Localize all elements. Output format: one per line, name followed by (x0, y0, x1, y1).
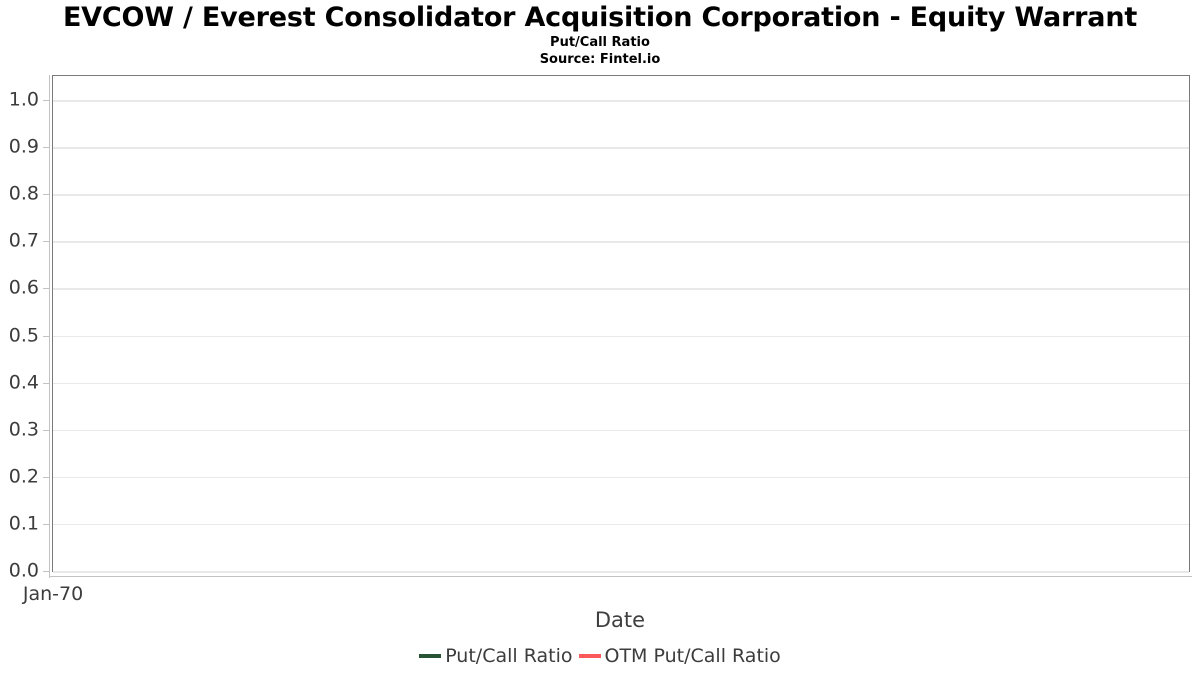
y-axis-line (49, 75, 50, 578)
y-tick-mark (43, 335, 50, 337)
y-tick-label: 0.9 (8, 135, 39, 158)
legend-item: Put/Call Ratio (419, 645, 573, 667)
legend: Put/Call Ratio OTM Put/Call Ratio (0, 645, 1200, 667)
y-tick-label: 1.0 (8, 88, 39, 111)
x-axis-line (49, 576, 1192, 577)
y-tick-mark (43, 194, 50, 196)
gridline (53, 571, 1189, 573)
legend-label: OTM Put/Call Ratio (604, 645, 781, 667)
gridline (53, 523, 1189, 526)
y-tick-mark (43, 241, 50, 243)
gridline (53, 241, 1189, 243)
y-tick-label: 0.5 (8, 324, 39, 346)
y-tick-label: 0.4 (8, 371, 39, 394)
y-tick-label: 0.6 (8, 276, 39, 299)
y-tick-label: 0.3 (8, 418, 39, 441)
y-tick-label: 0.1 (8, 512, 39, 535)
y-tick-mark (43, 100, 50, 102)
y-tick-mark (43, 288, 50, 290)
gridline (53, 100, 1189, 102)
legend-swatch (578, 654, 601, 658)
plot-area: Jan-70 0.0 0.1 0.2 0.3 0.4 0.5 0.6 0.7 0.8 0.9 1.0 (9, 75, 1192, 605)
legend-label: Put/Call Ratio (445, 645, 573, 667)
gridline (53, 288, 1189, 290)
x-axis-title: Date (594, 608, 646, 632)
y-tick-label: 0.0 (8, 559, 39, 582)
chart-title: EVCOW / Everest Consolidator Acquisition… (62, 2, 1138, 33)
y-tick-label: 0.7 (8, 229, 39, 252)
gridline (53, 429, 1189, 432)
y-tick-mark (43, 523, 50, 525)
y-tick-mark (43, 147, 50, 149)
x-tick-label: Jan-70 (22, 583, 84, 605)
gridline (53, 335, 1189, 337)
y-tick-mark (43, 429, 50, 431)
chart-source: Source: Fintel.io (539, 52, 661, 67)
y-tick-mark (43, 571, 50, 572)
gridline (53, 476, 1189, 479)
y-tick-label: 0.2 (8, 465, 39, 488)
y-tick-label: 0.8 (8, 182, 39, 205)
y-tick-mark (43, 382, 50, 384)
chart-subtitle: Put/Call Ratio (550, 35, 650, 50)
legend-item: OTM Put/Call Ratio (578, 645, 781, 667)
gridline (53, 194, 1189, 196)
gridline (53, 147, 1189, 149)
legend-swatch (419, 654, 442, 658)
y-tick-mark (43, 476, 50, 478)
gridline (53, 382, 1189, 385)
